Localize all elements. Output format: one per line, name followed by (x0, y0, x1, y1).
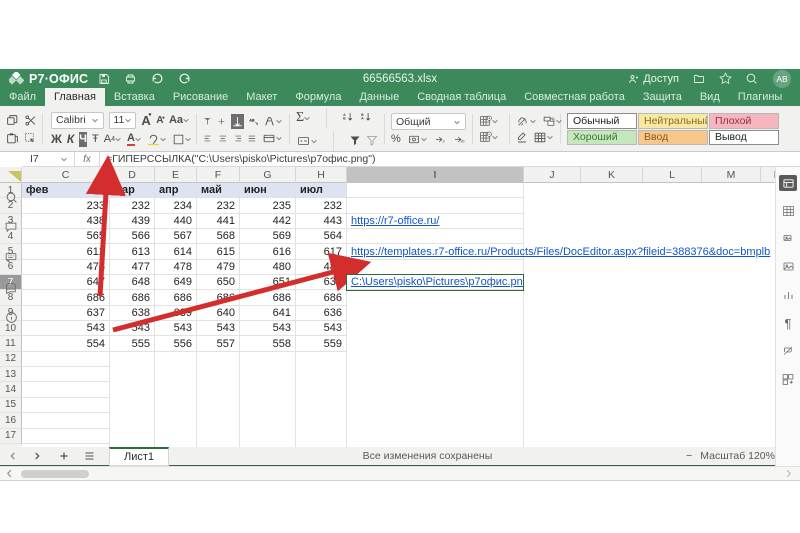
svg-text:A: A (361, 117, 364, 121)
svg-text:,00: ,00 (460, 139, 465, 143)
svg-text:B: B (343, 117, 346, 121)
svg-text:,0: ,0 (442, 139, 445, 143)
svg-text:AB: AB (249, 118, 255, 122)
